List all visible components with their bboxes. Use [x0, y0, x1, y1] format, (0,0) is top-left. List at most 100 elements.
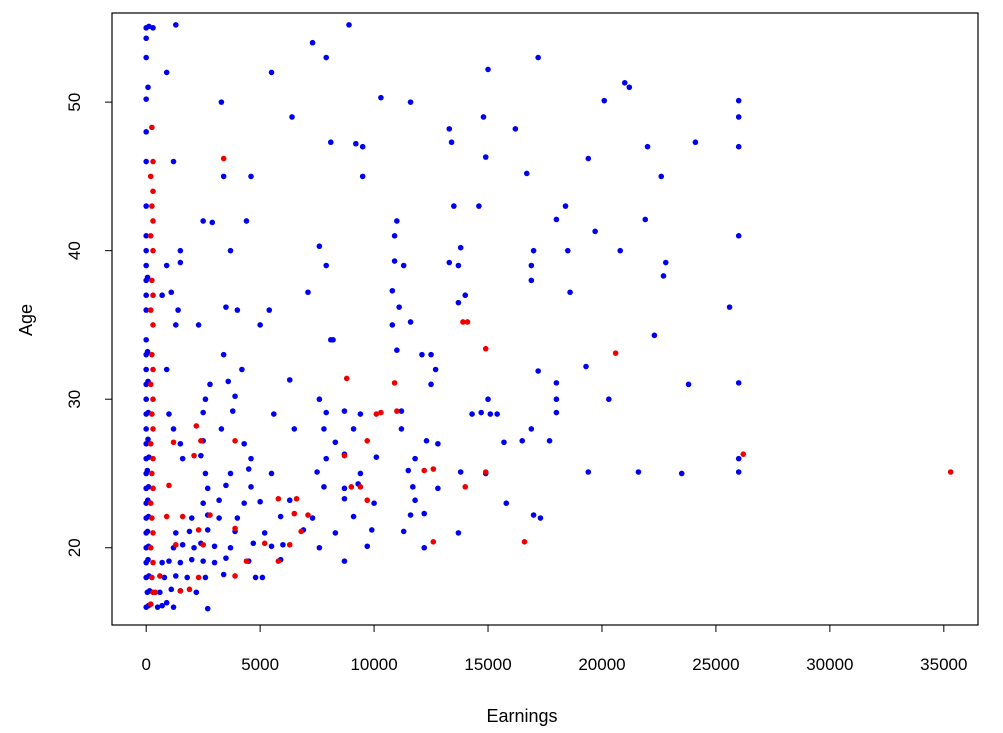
data-point-blue [177, 259, 184, 266]
data-point-blue [405, 467, 412, 474]
data-point-blue [143, 129, 149, 135]
data-point-blue [455, 262, 462, 269]
data-point-blue [407, 99, 414, 105]
data-point-red [232, 438, 238, 444]
data-point-blue [314, 469, 320, 475]
data-point-blue [585, 155, 592, 162]
data-point-blue [220, 173, 227, 180]
data-point-blue [485, 396, 491, 403]
data-point-blue [357, 470, 364, 477]
data-point-blue [271, 411, 277, 417]
data-point-blue [446, 126, 453, 132]
data-point-red [149, 351, 155, 358]
data-point-blue [407, 512, 414, 518]
data-point-blue [143, 35, 149, 42]
x-tick-label: 5000 [241, 655, 279, 674]
y-tick-label: 20 [65, 538, 84, 557]
data-point-blue [726, 304, 733, 310]
data-point-blue [410, 484, 416, 490]
data-point-red [147, 233, 154, 239]
data-point-blue [332, 530, 339, 536]
data-point-red [243, 558, 250, 564]
data-point-blue [332, 439, 339, 446]
data-point-red [166, 482, 172, 489]
data-point-blue [170, 426, 177, 432]
data-point-red [291, 510, 298, 517]
data-point-red [150, 218, 156, 224]
x-tick-label: 0 [141, 655, 150, 674]
data-point-red [364, 497, 371, 504]
data-point-blue [635, 469, 642, 475]
data-point-blue [501, 439, 507, 446]
data-point-blue [428, 351, 434, 358]
data-point-blue [462, 292, 469, 299]
data-point-red [150, 292, 156, 299]
data-point-blue [562, 203, 569, 209]
data-point-blue [291, 426, 298, 432]
data-point-blue [234, 307, 241, 313]
data-point-blue [223, 304, 229, 310]
data-point-blue [421, 510, 428, 517]
y-tick-label: 30 [65, 390, 84, 409]
data-point-blue [523, 170, 530, 177]
data-point-blue [735, 469, 742, 475]
data-point-blue [346, 22, 352, 28]
data-point-blue [457, 244, 464, 251]
data-point-blue [592, 228, 598, 235]
data-point-red [150, 530, 156, 536]
data-point-blue [735, 143, 742, 150]
data-point-blue [553, 380, 560, 386]
data-point-blue [266, 307, 273, 313]
data-point-blue [248, 455, 254, 462]
data-point-blue [512, 126, 519, 132]
data-point-blue [428, 381, 434, 388]
x-tick-label: 30000 [806, 655, 853, 674]
data-point-blue [268, 543, 275, 550]
data-point-blue [143, 158, 149, 165]
data-point-blue [528, 426, 535, 432]
data-point-red [150, 455, 156, 462]
data-point-red [521, 539, 528, 545]
data-point-blue [316, 544, 323, 551]
data-point-red [286, 541, 293, 548]
data-point-blue [323, 409, 330, 416]
data-point-red [232, 525, 238, 532]
data-point-blue [248, 173, 254, 180]
data-point-blue [389, 287, 396, 294]
data-point-blue [177, 247, 184, 254]
data-point-red [195, 574, 202, 581]
data-point-red [147, 440, 154, 447]
data-point-blue [143, 292, 149, 299]
data-point-blue [216, 497, 222, 504]
data-point-red [460, 319, 466, 325]
data-point-blue [373, 454, 380, 460]
data-point-red [612, 350, 619, 356]
data-point-blue [157, 589, 163, 596]
data-point-red [149, 470, 155, 477]
data-point-blue [200, 409, 206, 416]
data-point-blue [371, 500, 377, 506]
data-point-blue [143, 233, 149, 239]
data-point-blue [200, 558, 206, 564]
data-point-blue [145, 84, 151, 91]
data-point-red [147, 173, 154, 180]
data-point-red [275, 558, 282, 564]
data-point-blue [585, 469, 592, 475]
data-point-red [305, 512, 311, 518]
data-point-blue [218, 426, 225, 432]
y-tick-label: 50 [65, 93, 84, 112]
data-point-blue [350, 513, 357, 520]
data-point-blue [398, 426, 405, 432]
data-point-blue [553, 216, 560, 223]
data-point-blue [179, 541, 186, 548]
data-point-blue [391, 258, 398, 264]
data-point-red [298, 528, 304, 535]
data-point-red [150, 247, 156, 254]
data-point-red [150, 158, 156, 165]
data-point-red [179, 513, 186, 520]
data-point-blue [229, 408, 236, 414]
data-point-red [152, 589, 159, 596]
data-point-blue [143, 203, 149, 209]
x-tick-label: 20000 [578, 655, 625, 674]
